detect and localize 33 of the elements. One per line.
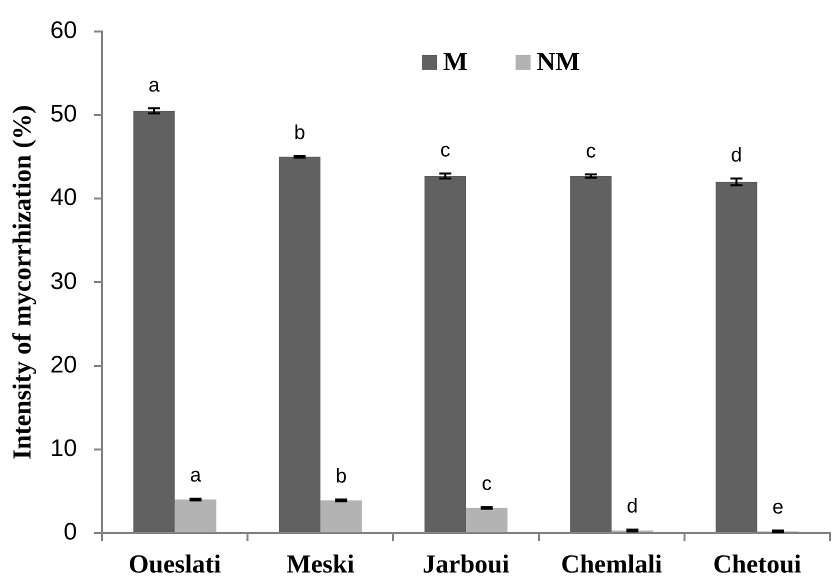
data-label: a xyxy=(190,464,202,487)
legend-label: NM xyxy=(536,47,580,76)
bar xyxy=(716,182,758,532)
data-label: e xyxy=(772,496,784,518)
y-tick-label: 30 xyxy=(50,268,77,295)
data-label: a xyxy=(148,74,160,96)
y-tick-label: 40 xyxy=(50,184,77,212)
data-label: d xyxy=(626,496,638,518)
bar xyxy=(466,508,508,532)
bar xyxy=(174,500,216,532)
data-label: c xyxy=(482,473,492,496)
y-tick-label: 0 xyxy=(64,518,77,546)
x-tick-label: Chemlali xyxy=(561,549,662,577)
x-tick-label: Chetoui xyxy=(713,549,802,577)
data-label: d xyxy=(730,144,742,167)
y-tick-label: 50 xyxy=(50,100,77,128)
data-label: c xyxy=(440,140,450,162)
bar xyxy=(133,110,175,532)
bar xyxy=(320,500,362,532)
y-axis-title: Intensity of mycorrhization (%) xyxy=(7,104,36,460)
data-label: b xyxy=(294,122,306,144)
bar xyxy=(424,176,466,532)
x-tick-label: Oueslati xyxy=(128,549,222,577)
y-tick-label: 20 xyxy=(50,351,77,378)
y-tick-label: 60 xyxy=(50,17,77,44)
bar xyxy=(570,176,612,532)
data-label: b xyxy=(336,466,347,488)
bar xyxy=(278,156,320,532)
data-label: c xyxy=(586,140,596,162)
x-tick-label: Jarboui xyxy=(422,549,510,577)
legend-label: M xyxy=(443,47,468,76)
x-tick-label: Meski xyxy=(286,549,354,577)
y-tick-label: 10 xyxy=(50,435,77,462)
